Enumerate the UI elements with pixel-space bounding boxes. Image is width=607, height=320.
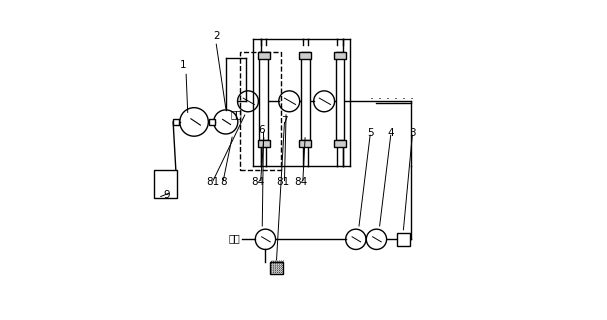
Text: 1: 1 bbox=[180, 60, 186, 70]
Bar bbox=[299, 140, 311, 147]
Bar bbox=[209, 119, 215, 125]
Text: 7: 7 bbox=[281, 116, 288, 125]
Bar bbox=[397, 233, 410, 246]
Text: 5: 5 bbox=[367, 128, 373, 138]
Bar bbox=[258, 140, 270, 147]
Text: 81: 81 bbox=[206, 177, 220, 188]
Text: 废液: 废液 bbox=[229, 233, 241, 243]
Text: · · · · · ·: · · · · · · bbox=[370, 93, 414, 106]
Bar bbox=[336, 52, 344, 140]
Text: 2: 2 bbox=[213, 31, 220, 42]
Text: 6: 6 bbox=[259, 125, 265, 135]
Bar bbox=[173, 119, 179, 125]
Bar bbox=[154, 170, 177, 198]
Bar bbox=[270, 261, 283, 274]
Text: 84: 84 bbox=[294, 177, 308, 188]
Text: 排废: 排废 bbox=[231, 109, 242, 119]
Bar bbox=[334, 52, 346, 59]
Bar bbox=[299, 52, 311, 59]
Text: 8: 8 bbox=[220, 177, 226, 188]
Text: 3: 3 bbox=[409, 128, 416, 138]
Bar bbox=[240, 52, 281, 170]
Bar bbox=[259, 52, 268, 140]
Text: 81: 81 bbox=[276, 177, 290, 188]
Text: 9: 9 bbox=[164, 190, 171, 200]
Bar bbox=[300, 52, 310, 140]
Bar bbox=[258, 52, 270, 59]
Text: 4: 4 bbox=[387, 128, 394, 138]
Bar bbox=[334, 140, 346, 147]
Text: 84: 84 bbox=[251, 177, 265, 188]
